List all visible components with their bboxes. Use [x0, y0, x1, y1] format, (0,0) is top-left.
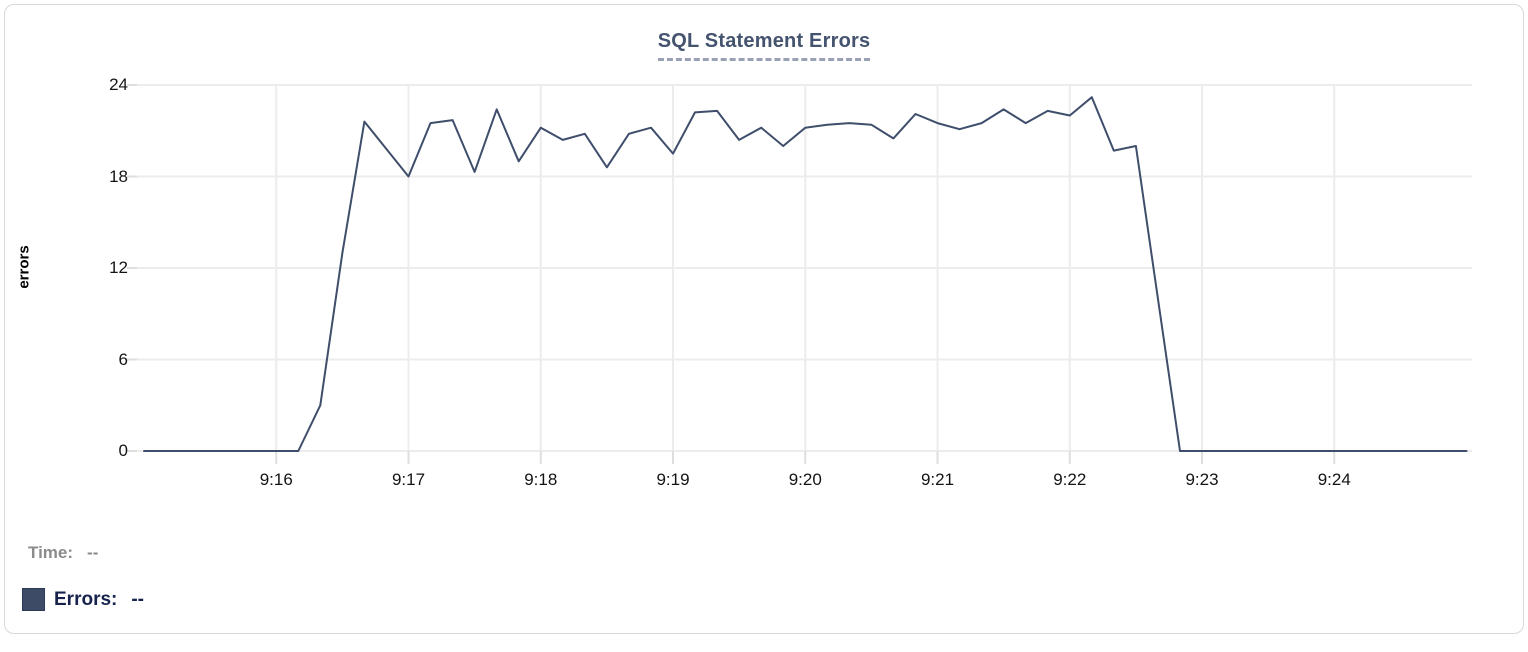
x-tick-label: 9:16 — [259, 470, 293, 489]
x-tick-label: 9:18 — [524, 470, 558, 489]
legend-errors-value: -- — [131, 588, 145, 610]
series-line-errors — [143, 96, 1468, 452]
y-tick-label: 24 — [109, 75, 128, 94]
legend-time-row: Time: -- — [28, 543, 98, 563]
chart-title[interactable]: SQL Statement Errors — [657, 30, 871, 61]
x-tick-label: 9:19 — [656, 470, 690, 489]
y-tick-label: 12 — [109, 258, 128, 277]
y-tick-label: 0 — [118, 441, 128, 460]
x-tick-label: 9:24 — [1317, 470, 1351, 489]
x-tick-label: 9:22 — [1053, 470, 1087, 489]
legend-time-value: -- — [87, 543, 99, 562]
chart-card — [4, 4, 1524, 634]
y-tick-label: 6 — [118, 349, 128, 369]
errors-series-swatch — [22, 588, 45, 611]
chart-header: SQL Statement Errors — [0, 30, 1528, 61]
legend-time-label: Time: — [28, 543, 74, 562]
legend-errors-row[interactable]: Errors: -- — [22, 588, 144, 611]
legend-errors-label: Errors: — [54, 588, 118, 610]
x-tick-label: 9:21 — [920, 470, 955, 489]
y-tick-label: 18 — [109, 166, 128, 186]
x-tick-label: 9:20 — [788, 470, 822, 489]
x-tick-label: 9:23 — [1185, 470, 1219, 489]
x-tick-label: 9:17 — [391, 470, 426, 489]
